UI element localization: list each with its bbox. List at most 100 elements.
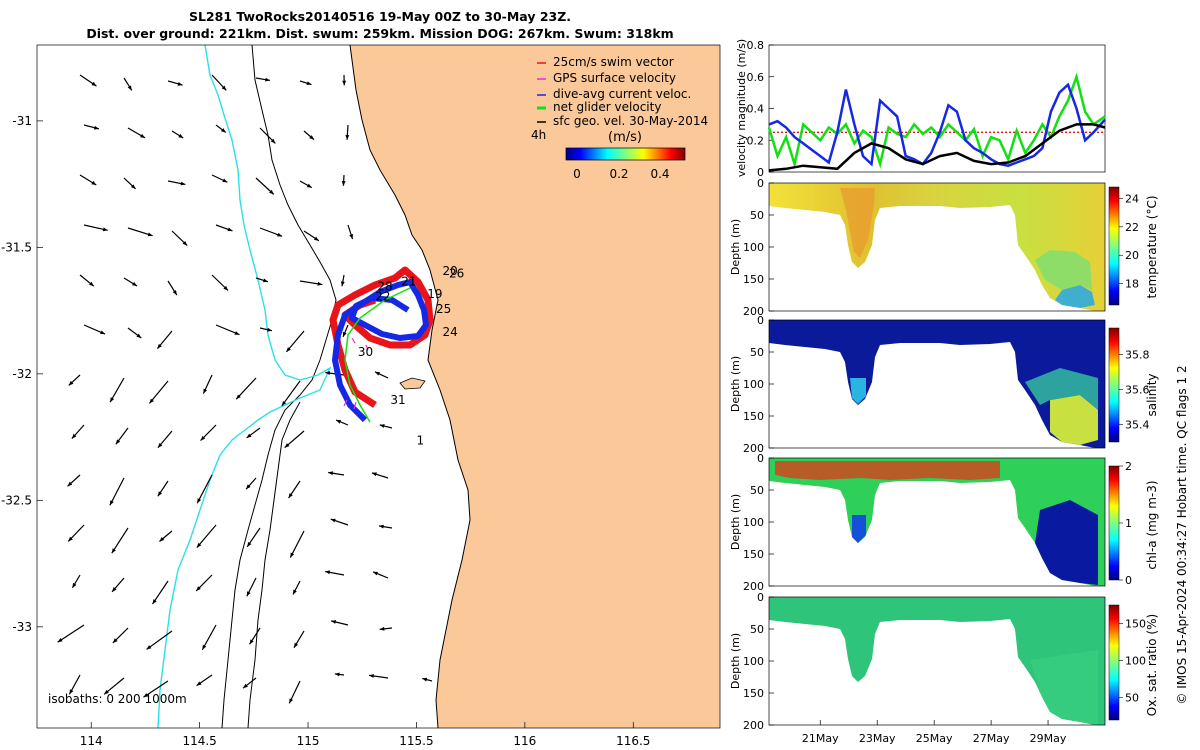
salinity-fresh-lens <box>850 378 866 404</box>
map-xtick-label: 115 <box>297 734 320 748</box>
colorbar-tick-label: 24 <box>1125 192 1139 205</box>
geo-velocity-arrow <box>369 674 389 679</box>
geo-velocity-arrow <box>103 677 125 695</box>
temperature-warm-core <box>840 188 875 258</box>
geo-velocity-arrow <box>156 330 173 350</box>
oxygen-panel: Ox. sat. ratio (%) Depth (m) <box>729 596 1159 726</box>
geo-velocity-arrow <box>215 324 240 336</box>
colorbar-tick-label: 18 <box>1125 278 1139 291</box>
geo-velocity-arrow <box>157 480 169 497</box>
isobaths-label: isobaths: 0 200 1000m <box>48 692 187 706</box>
map-frame <box>36 44 721 729</box>
section-axis-ticks: 0501001502001820222405010015020035.435.6… <box>743 177 1150 745</box>
depth-tick-label: 0 <box>757 452 764 465</box>
geo-velocity-arrow <box>211 274 229 291</box>
geo-velocity-arrow <box>330 620 349 626</box>
legend-gps-surface-label: GPS surface velocity <box>553 71 676 85</box>
salinity-saline-core <box>1050 395 1098 445</box>
day-label: 19 <box>427 287 442 301</box>
colorbar-tick: 0.2 <box>609 167 628 181</box>
geo-velocity-arrow <box>111 527 129 554</box>
geo-velocity-arrow <box>249 627 261 645</box>
section-panels: temperature (°C) Depth (m) salinity Dept… <box>729 177 1159 745</box>
depth-tick-label: 150 <box>743 410 764 423</box>
time-tick-label: 21May <box>802 732 839 745</box>
geo-velocity-arrow <box>196 524 217 549</box>
velocity-ytick-label: 0.2 <box>747 134 765 147</box>
geo-velocity-arrow <box>342 324 349 338</box>
geo-velocity-arrow <box>67 474 81 487</box>
credit-text: © IMOS 15-Apr-2024 00:34:27 Hobart time.… <box>1175 365 1189 704</box>
colorbar-tick: 0.4 <box>650 167 669 181</box>
map-xtick-label: 115.5 <box>399 734 433 748</box>
temperature-colorbar <box>1108 186 1120 306</box>
salinity-mid-zone <box>1025 368 1098 410</box>
geo-velocity-arrow <box>83 124 100 130</box>
velocity-axes <box>768 44 1106 173</box>
day-label: 28 <box>377 279 392 293</box>
figure-title-line2: Dist. over ground: 221km. Dist. swum: 25… <box>86 26 673 41</box>
temperature-panel: temperature (°C) Depth (m) <box>729 182 1159 312</box>
legend-item-sfc-geo: sfc geo. vel. 30-May-2014 <box>537 114 708 128</box>
map-ytick-label: -31 <box>12 114 32 128</box>
figure-title-line1: SL281 TwoRocks20140516 19-May 00Z to 30-… <box>189 9 571 24</box>
geo-velocity-arrow <box>288 480 301 499</box>
geo-velocity-arrow <box>127 127 146 139</box>
geo-velocity-arrow <box>67 524 85 542</box>
colorbar-tick-label: 150 <box>1125 618 1146 631</box>
geo-velocity-arrow <box>111 577 125 593</box>
geostrophic-vector-field <box>57 74 433 704</box>
geo-velocity-arrow <box>289 530 305 558</box>
geo-velocity-arrow <box>157 430 173 449</box>
temperature-cold-bottom <box>1055 285 1095 308</box>
chla-colorbar <box>1108 465 1120 581</box>
geo-velocity-arrow <box>123 77 133 91</box>
geo-velocity-arrow <box>159 530 173 542</box>
map-xtick-label: 114.5 <box>182 734 216 748</box>
geo-velocity-arrow <box>246 427 261 439</box>
colorbar-tick: 0 <box>573 167 581 181</box>
geo-velocity-arrow <box>285 330 305 353</box>
geo-velocity-arrow <box>83 224 108 232</box>
geo-velocity-arrow <box>123 177 137 190</box>
net-glider-track <box>344 287 411 423</box>
interval-label: 4h <box>531 128 546 142</box>
map-xtick-label: 116 <box>513 734 536 748</box>
colorbar-tick-label: 2 <box>1125 460 1132 473</box>
depth-tick-label: 150 <box>743 687 764 700</box>
time-tick-label: 25May <box>916 732 953 745</box>
geo-velocity-arrow <box>200 424 217 442</box>
day-label: 30 <box>358 345 373 359</box>
geo-velocity-arrow <box>79 174 97 186</box>
colorbar-tick-label: 22 <box>1125 221 1139 234</box>
day-label: 21 <box>401 274 416 288</box>
depth-tick-label: 200 <box>743 305 764 318</box>
isobath-2000m <box>157 45 332 728</box>
map-xtick-label: 114 <box>80 734 103 748</box>
day-label: 25 <box>436 302 451 316</box>
velocity-panel: 0 0.2 0.4 0.6 0.8 velocity magnitude (m/s) <box>735 39 1106 179</box>
map-ytick-label: -31.5 <box>1 240 32 254</box>
geo-velocity-arrow <box>335 419 349 426</box>
geo-velocity-arrow <box>79 274 95 287</box>
geo-velocity-arrow <box>115 427 129 445</box>
geo-velocity-arrow <box>342 74 347 86</box>
velocity-ytick-label: 0 <box>757 166 764 179</box>
geo-velocity-arrow <box>152 580 169 605</box>
depth-tick-label: 200 <box>743 442 764 455</box>
geo-velocity-arrow <box>299 280 323 286</box>
oxygen-lower-zone <box>1030 650 1098 725</box>
geo-velocity-arrow <box>371 472 389 479</box>
geo-velocity-arrow <box>292 580 301 595</box>
legend-item-dive-avg: dive-avg current veloc. <box>537 87 691 101</box>
velocity-yticks: 0 0.2 0.4 0.6 0.8 <box>747 39 774 179</box>
day-label: 20 <box>442 264 457 278</box>
geo-velocity-arrow <box>71 574 81 589</box>
geo-velocity-arrow <box>235 377 257 400</box>
depth-tick-label: 100 <box>743 241 764 254</box>
geo-velocity-arrow <box>127 327 142 339</box>
depth-tick-label: 50 <box>750 346 764 359</box>
depth-tick-label: 150 <box>743 548 764 561</box>
temperature-ylabel: Depth (m) <box>729 219 742 275</box>
